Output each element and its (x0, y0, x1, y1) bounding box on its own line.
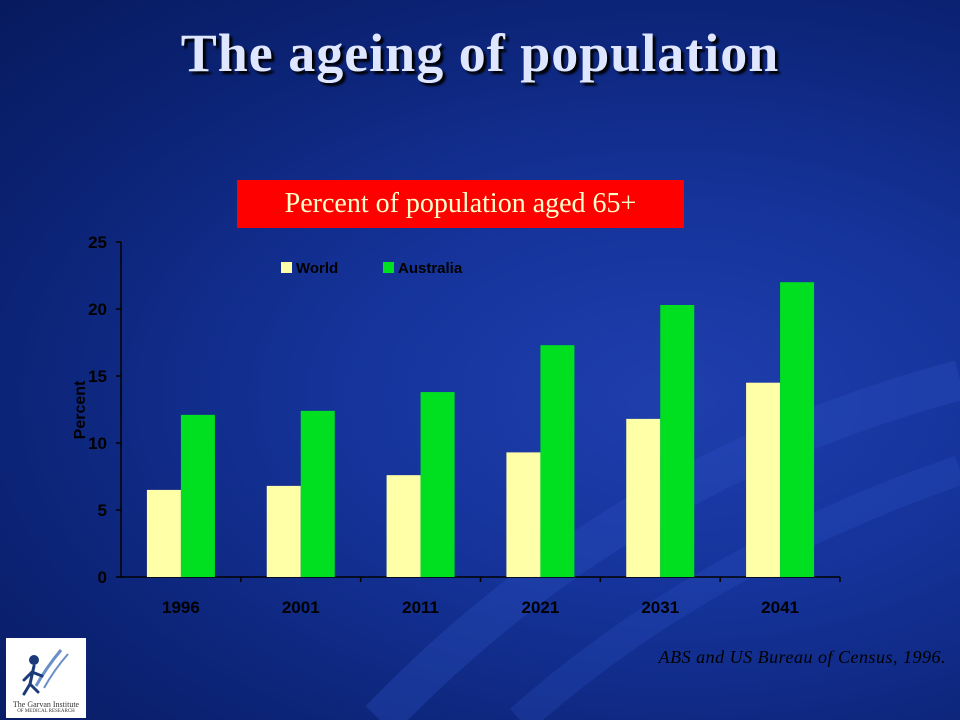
legend-label-australia: Australia (398, 260, 463, 277)
bar-australia-2041 (780, 282, 815, 577)
bar-australia-2011 (420, 392, 455, 577)
y-axis-label: Percent (72, 380, 89, 439)
x-tick-label: 1996 (162, 598, 200, 617)
bar-australia-2031 (660, 304, 695, 577)
bar-world-2041 (746, 382, 781, 577)
y-tick-label: 25 (88, 233, 107, 252)
x-tick-label: 2021 (522, 598, 560, 617)
garvan-logo: The Garvan Institute OF MEDICAL RESEARCH (6, 638, 86, 718)
y-tick-label: 20 (88, 300, 107, 319)
y-tick-label: 5 (98, 501, 107, 520)
legend-swatch-australia (383, 262, 394, 273)
garvan-logo-icon (22, 649, 69, 696)
page-title: The ageing of population (180, 23, 780, 83)
bar-world-2031 (626, 418, 661, 577)
chart-title: Percent of population aged 65+ (237, 180, 684, 228)
x-tick-label: 2041 (761, 598, 799, 617)
bar-world-1996 (146, 489, 181, 577)
y-tick-label: 15 (88, 367, 107, 386)
legend-swatch-world (281, 262, 292, 273)
legend-label-world: World (296, 260, 338, 277)
x-tick-label: 2011 (402, 598, 439, 617)
x-tick-label: 2001 (282, 598, 320, 617)
bar-world-2001 (266, 485, 301, 577)
y-tick-label: 0 (98, 568, 107, 587)
bar-australia-1996 (180, 414, 215, 577)
y-tick-label: 10 (88, 434, 107, 453)
bar-australia-2001 (300, 410, 335, 577)
bar-world-2011 (386, 475, 421, 577)
bar-australia-2021 (540, 345, 575, 577)
logo-text: The Garvan Institute OF MEDICAL RESEARCH (12, 700, 80, 714)
bar-world-2021 (506, 452, 541, 577)
x-tick-label: 2031 (641, 598, 679, 617)
source-note: ABS and US Bureau of Census, 1996. (658, 647, 946, 667)
